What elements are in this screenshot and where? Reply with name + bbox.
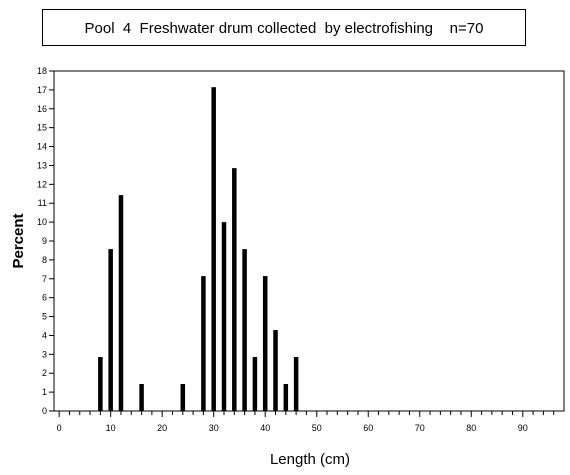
- bar-42: [273, 330, 278, 411]
- y-tick-label: 15: [37, 123, 47, 133]
- plot-axes: [53, 70, 565, 412]
- x-axis-title: Length (cm): [270, 451, 350, 468]
- x-tick-label: 20: [157, 423, 167, 433]
- plot-frame: [53, 70, 565, 412]
- y-tick-label: 10: [37, 217, 47, 227]
- x-tick-label: 90: [518, 423, 528, 433]
- bar-34: [232, 168, 237, 411]
- y-tick-label: 8: [42, 255, 47, 265]
- x-tick-label: 30: [209, 423, 219, 433]
- bar-16: [139, 384, 144, 411]
- x-tick-label: 40: [260, 423, 270, 433]
- y-tick-label: 2: [42, 368, 47, 378]
- y-tick-label: 7: [42, 274, 47, 284]
- y-tick-label: 3: [42, 349, 47, 359]
- chart-title-box: Pool 4 Freshwater drum collected by elec…: [42, 9, 526, 46]
- x-tick-label: 0: [57, 423, 62, 433]
- y-tick-label: 18: [37, 66, 47, 76]
- bar-44: [283, 384, 289, 411]
- x-tick-label: 80: [466, 423, 476, 433]
- y-tick-label: 5: [42, 312, 47, 322]
- bar-10: [108, 249, 113, 411]
- bar-32: [221, 222, 227, 411]
- y-tick-label: 1: [42, 387, 47, 397]
- chart-title: Pool 4 Freshwater drum collected by elec…: [84, 20, 484, 37]
- y-tick-label: 12: [37, 179, 47, 189]
- y-tick-label: 4: [42, 330, 47, 340]
- bars-group: [98, 87, 299, 411]
- bar-30: [211, 87, 216, 411]
- bar-8: [98, 357, 103, 411]
- y-tick-label: 11: [38, 198, 47, 208]
- x-tick-label: 60: [363, 423, 373, 433]
- y-tick-label: 13: [37, 160, 47, 170]
- bar-12: [118, 195, 124, 411]
- x-tick-label: 50: [312, 423, 322, 433]
- y-tick-label: 9: [42, 236, 47, 246]
- bar-40: [262, 276, 268, 411]
- x-tick-label: 70: [415, 423, 425, 433]
- y-axis-title: Percent: [10, 213, 27, 268]
- y-tick-label: 16: [37, 104, 47, 114]
- y-tick-label: 17: [37, 85, 47, 95]
- x-tick-label: 10: [106, 423, 116, 433]
- y-tick-label: 0: [42, 406, 47, 416]
- bar-24: [180, 384, 186, 411]
- bar-28: [201, 276, 206, 411]
- y-tick-label: 14: [37, 142, 47, 152]
- bar-38: [252, 357, 258, 411]
- y-tick-label: 6: [42, 293, 47, 303]
- bar-36: [242, 249, 247, 411]
- x-axis-ticks: 0 10 20 30 40 50 60 70 80 90: [57, 411, 555, 433]
- bar-46: [293, 357, 299, 411]
